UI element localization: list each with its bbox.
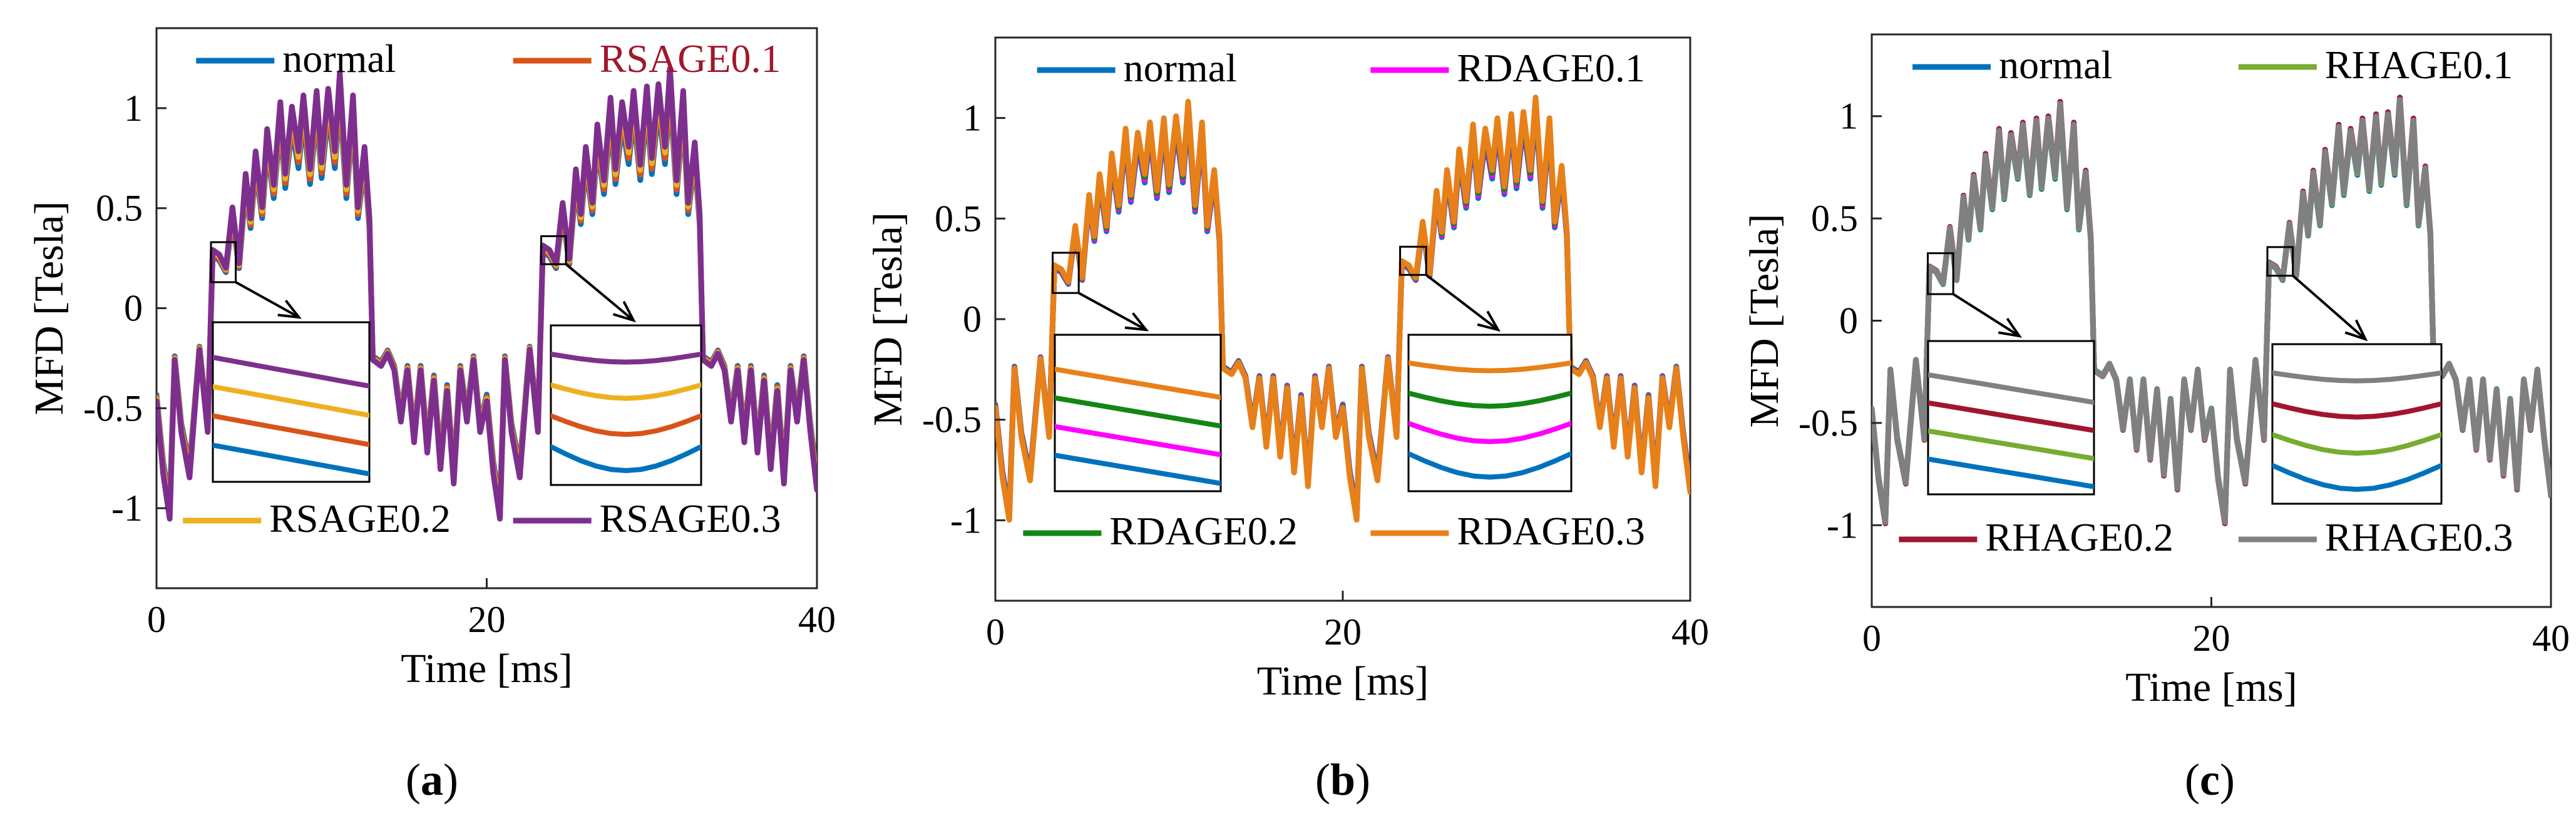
panel-c: 0 20 40 -1 -0.5 0 0.5 1 Time [ms] MFD [Tesla] norm… xyxy=(1742,33,2570,805)
inset-line-rdage0.2 xyxy=(1055,395,1221,429)
zoom-inset-frame xyxy=(2271,343,2443,505)
x-tick-label: 40 xyxy=(2532,618,2570,659)
y-tick-label: -0.5 xyxy=(1799,402,1858,444)
y-axis-label: MFD [Tesla] xyxy=(26,201,72,416)
y-axis-label: MFD [Tesla] xyxy=(1742,214,1787,428)
y-tick-label: 0.5 xyxy=(1811,198,1858,239)
zoom-region xyxy=(2266,246,2294,277)
legend-label-normal: normal xyxy=(282,36,396,81)
inset-line-rsage0.2 xyxy=(551,382,701,401)
inset-line-rhage0.1 xyxy=(1928,428,2094,461)
zoom-region xyxy=(210,241,237,283)
zoom-inset-frame xyxy=(550,324,702,486)
y-tick-label: 1 xyxy=(124,88,143,129)
legend-label-rdage0.3: RDAGE0.3 xyxy=(1457,509,1645,553)
legend-label-normal: normal xyxy=(1124,46,1237,90)
y-tick-label: -1 xyxy=(950,499,982,541)
legend-label-rhage0.1: RHAGE0.1 xyxy=(2325,43,2513,87)
zoom-arrow xyxy=(235,281,300,319)
y-tick-label: 0 xyxy=(124,288,143,329)
inset-line-rsage0.1 xyxy=(213,413,369,447)
y-tick-label: -1 xyxy=(1827,504,1858,546)
inset-line-normal xyxy=(213,442,369,477)
legend-label-rdage0.2: RDAGE0.2 xyxy=(1109,509,1297,553)
x-tick-label: 20 xyxy=(1324,611,1362,653)
zoom-region xyxy=(1052,252,1080,294)
zoom-inset-frame xyxy=(1407,334,1573,492)
series-line-rsage0.3 xyxy=(157,65,817,522)
zoom-arrow-head xyxy=(612,300,636,323)
x-tick-label: 0 xyxy=(147,599,166,640)
inset-line-rhage0.1 xyxy=(2272,432,2441,456)
inset-line-rsage0.3 xyxy=(551,351,701,365)
x-tick-label: 0 xyxy=(1862,618,1881,659)
inset-line-rdage0.1 xyxy=(1409,421,1571,444)
zoom-arrow xyxy=(1425,273,1499,331)
y-tick-label: 0.5 xyxy=(935,198,982,239)
legend-label-normal: normal xyxy=(1999,43,2112,87)
x-axis-label: Time [ms] xyxy=(1257,658,1429,704)
y-tick-label: 1 xyxy=(963,98,982,139)
y-tick-label: -1 xyxy=(111,487,143,529)
inset-line-rhage0.2 xyxy=(2272,401,2441,420)
zoom-arrow-head xyxy=(2344,319,2368,342)
x-axis-label: Time [ms] xyxy=(401,646,572,691)
panel-label: (b) xyxy=(1315,755,1370,805)
panel-label: (a) xyxy=(406,755,458,805)
inset-line-normal xyxy=(2272,462,2441,492)
inset-line-rsage0.2 xyxy=(213,384,369,418)
zoom-arrow xyxy=(2292,275,2366,340)
inset-line-rhage0.2 xyxy=(1928,400,2094,433)
inset-line-normal xyxy=(551,444,701,473)
x-tick-label: 40 xyxy=(1671,611,1709,653)
y-tick-label: 0.5 xyxy=(96,188,143,229)
x-axis-label: Time [ms] xyxy=(2125,665,2297,710)
x-tick-label: 0 xyxy=(986,611,1005,653)
zoom-arrow xyxy=(1953,293,2020,337)
zoom-region xyxy=(1927,252,1954,295)
x-tick-label: 20 xyxy=(468,599,506,640)
zoom-arrow-head xyxy=(277,299,302,319)
inset-line-rhage0.3 xyxy=(2272,370,2441,384)
zoom-arrow xyxy=(565,263,635,322)
zoom-arrow-head xyxy=(1124,312,1149,332)
inset-line-normal xyxy=(1055,452,1221,486)
legend-label-rsage0.1: RSAGE0.1 xyxy=(600,36,781,81)
series-line-rdage0.3 xyxy=(995,94,1690,523)
zoom-region xyxy=(540,235,567,265)
inset-line-rdage0.1 xyxy=(1055,424,1221,457)
zoom-region xyxy=(1399,245,1427,276)
y-tick-label: 0 xyxy=(963,298,982,340)
inset-line-normal xyxy=(1409,451,1571,480)
y-axis-label: MFD [Tesla] xyxy=(865,212,911,426)
inset-line-rdage0.3 xyxy=(1409,360,1571,374)
panel-label: (c) xyxy=(2185,755,2235,805)
inset-line-rdage0.2 xyxy=(1409,390,1571,409)
y-tick-label: -0.5 xyxy=(83,387,143,429)
legend-label-rhage0.2: RHAGE0.2 xyxy=(1985,515,2173,559)
legend-label-rsage0.3: RSAGE0.3 xyxy=(600,496,781,541)
inset-line-normal xyxy=(1928,456,2094,489)
inset-line-rsage0.3 xyxy=(213,355,369,389)
x-tick-label: 20 xyxy=(2193,618,2230,659)
y-tick-label: 1 xyxy=(1839,96,1858,137)
legend-label-rdage0.1: RDAGE0.1 xyxy=(1457,46,1645,90)
y-tick-label: 0 xyxy=(1839,300,1858,342)
inset-line-rdage0.3 xyxy=(1055,367,1221,400)
y-tick-label: -0.5 xyxy=(922,399,982,441)
panel-a: 0 20 40 -1 -0.5 0 0.5 1 Time [ms] MFD [Tesla] norm… xyxy=(26,27,836,805)
zoom-arrow-head xyxy=(1477,310,1501,332)
legend-label-rsage0.2: RSAGE0.2 xyxy=(269,496,451,541)
x-tick-label: 40 xyxy=(798,599,836,640)
panel-b: 0 20 40 -1 -0.5 0 0.5 1 Time [ms] MFD [Tesla] norm… xyxy=(865,36,1709,805)
legend-label-rhage0.3: RHAGE0.3 xyxy=(2325,515,2513,559)
inset-line-rsage0.1 xyxy=(551,413,701,437)
zoom-arrow xyxy=(1078,292,1147,331)
zoom-arrow-head xyxy=(1998,317,2023,338)
series-line-rhage0.3 xyxy=(1872,96,2551,525)
inset-line-rhage0.3 xyxy=(1928,372,2094,405)
